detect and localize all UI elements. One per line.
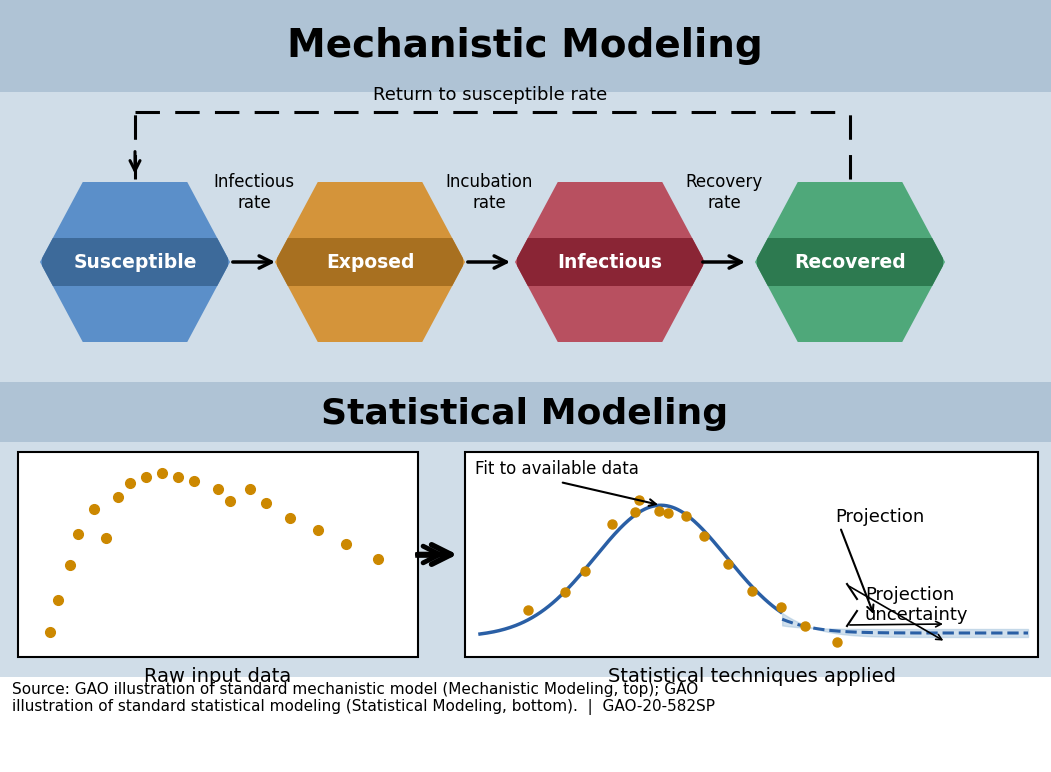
Text: Infectious: Infectious [557, 252, 662, 272]
Bar [0, 92, 1051, 382]
Text: Raw input data: Raw input data [144, 667, 291, 686]
Bar [0, 677, 1051, 772]
Polygon shape [40, 182, 230, 342]
Text: Fit to available data: Fit to available data [475, 460, 639, 478]
Bar [0, 382, 1051, 442]
Text: Incubation
rate: Incubation rate [446, 173, 533, 212]
Bar [0, 0, 1051, 92]
Bar [465, 452, 1038, 657]
Bar [18, 452, 418, 657]
Bar [465, 452, 1038, 657]
Polygon shape [42, 238, 228, 286]
Text: Infectious
rate: Infectious rate [213, 173, 294, 212]
Text: Susceptible: Susceptible [74, 252, 197, 272]
Bar [18, 452, 418, 657]
Text: Return to susceptible rate: Return to susceptible rate [373, 86, 607, 104]
Polygon shape [276, 238, 463, 286]
Text: Statistical Modeling: Statistical Modeling [322, 397, 728, 431]
Text: Recovery
rate: Recovery rate [685, 173, 763, 212]
Bar [0, 442, 1051, 677]
Polygon shape [275, 182, 465, 342]
Polygon shape [515, 182, 705, 342]
Polygon shape [517, 238, 703, 286]
Text: Recovered: Recovered [795, 252, 906, 272]
Text: Statistical techniques applied: Statistical techniques applied [607, 667, 895, 686]
Text: Mechanistic Modeling: Mechanistic Modeling [287, 27, 763, 65]
Text: Projection: Projection [834, 508, 924, 526]
Text: Source: GAO illustration of standard mechanistic model (Mechanistic Modeling, to: Source: GAO illustration of standard mec… [12, 682, 715, 716]
Polygon shape [757, 238, 943, 286]
Text: Projection
uncertainty: Projection uncertainty [865, 586, 969, 625]
Text: Exposed: Exposed [326, 252, 414, 272]
Polygon shape [755, 182, 945, 342]
